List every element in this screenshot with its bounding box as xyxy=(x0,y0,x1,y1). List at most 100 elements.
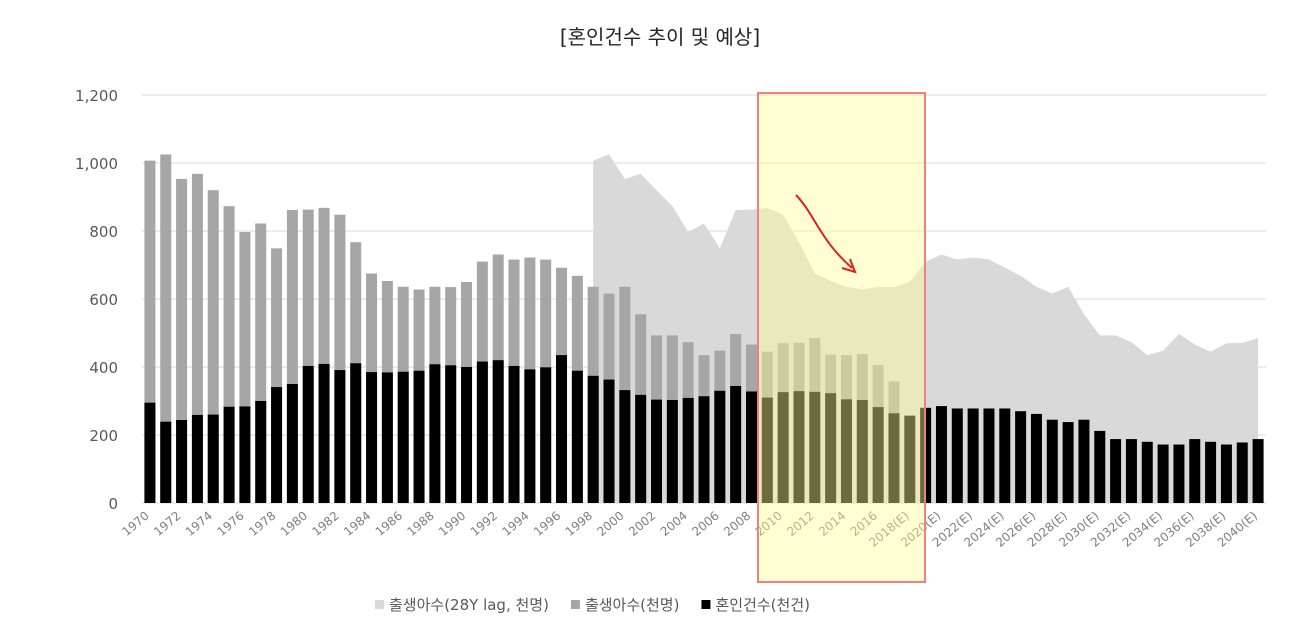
bar xyxy=(461,367,473,503)
bar xyxy=(176,420,188,503)
bar xyxy=(714,390,726,503)
bar xyxy=(571,370,583,503)
y-tick-label: 400 xyxy=(89,359,118,377)
x-tick-label: 2004 xyxy=(658,509,690,539)
bar xyxy=(524,369,536,503)
bar xyxy=(777,392,789,503)
bar xyxy=(1015,411,1027,503)
bar xyxy=(1236,442,1248,503)
bar xyxy=(635,394,647,503)
bar xyxy=(1078,419,1090,503)
bar xyxy=(255,223,267,503)
bar xyxy=(476,361,488,503)
y-tick-label: 0 xyxy=(108,495,118,513)
x-tick-label: 1982 xyxy=(309,509,341,539)
legend-swatch xyxy=(375,600,384,609)
bar xyxy=(144,160,156,503)
bar xyxy=(967,408,979,503)
bar xyxy=(223,206,235,503)
bar xyxy=(1094,430,1106,503)
y-tick-label: 1,000 xyxy=(75,155,118,173)
bar xyxy=(381,372,393,503)
y-tick-label: 1,200 xyxy=(75,87,118,105)
bar xyxy=(334,214,346,503)
chart-title: [혼인건수 추이 및 예상] xyxy=(560,25,760,49)
bar xyxy=(1205,441,1217,503)
bar xyxy=(999,408,1011,503)
bar xyxy=(666,399,678,503)
bar xyxy=(286,384,298,503)
bar xyxy=(856,399,868,503)
bar xyxy=(1157,444,1169,503)
bar xyxy=(1220,444,1232,503)
bar xyxy=(809,391,821,503)
bar xyxy=(144,402,156,503)
bar xyxy=(413,370,425,503)
bar xyxy=(239,406,251,503)
plot xyxy=(144,154,1264,504)
bar xyxy=(1046,419,1058,503)
legend-swatch xyxy=(570,600,580,609)
bar xyxy=(366,372,378,503)
legend-swatch xyxy=(701,600,711,609)
x-tick-label: 2006 xyxy=(689,509,721,539)
bar xyxy=(271,248,283,503)
bar xyxy=(1189,439,1201,503)
x-tick-label: 1972 xyxy=(151,509,183,539)
bar xyxy=(239,232,251,503)
bar xyxy=(888,413,900,503)
x-tick-label: 1992 xyxy=(468,509,500,539)
x-tick-label: 1998 xyxy=(563,509,595,539)
x-tick-label: 1978 xyxy=(246,509,278,539)
bar xyxy=(840,399,852,503)
bar xyxy=(745,391,757,503)
x-tick-label: 2000 xyxy=(594,509,626,539)
bar xyxy=(191,173,203,503)
legend-label: 혼인건수(천건) xyxy=(715,596,810,614)
bar xyxy=(698,396,710,503)
bar xyxy=(318,207,330,503)
bar xyxy=(793,391,805,503)
bar xyxy=(872,407,884,503)
bar xyxy=(825,393,837,503)
bar xyxy=(1173,444,1185,503)
bar xyxy=(619,390,631,503)
y-tick-label: 600 xyxy=(89,291,118,309)
bar xyxy=(951,408,963,503)
x-tick-label: 1984 xyxy=(341,509,373,539)
bar xyxy=(271,387,283,503)
x-tick-label: 1970 xyxy=(119,509,151,539)
bar xyxy=(176,178,188,504)
x-tick-label: 1976 xyxy=(214,509,246,539)
bar xyxy=(1141,441,1153,503)
bar xyxy=(445,365,457,503)
x-tick-label: 1980 xyxy=(278,509,310,539)
bar xyxy=(223,406,235,503)
bar xyxy=(540,367,552,503)
arrow-head xyxy=(841,258,857,274)
x-tick-label: 2008 xyxy=(721,509,753,539)
bar xyxy=(302,365,314,503)
x-tick-label: 1990 xyxy=(436,509,468,539)
bar xyxy=(429,364,441,503)
bar xyxy=(761,397,773,503)
bar xyxy=(397,371,409,503)
bar xyxy=(508,365,520,503)
y-tick-label: 200 xyxy=(89,427,118,445)
bar xyxy=(350,363,362,503)
bar xyxy=(255,401,267,503)
bar xyxy=(935,406,947,503)
bar xyxy=(286,209,298,504)
bar xyxy=(983,408,995,503)
x-tick-label: 1986 xyxy=(373,509,405,539)
bar xyxy=(682,397,694,503)
bar xyxy=(160,154,172,503)
bar xyxy=(603,379,615,503)
annotations xyxy=(757,92,926,583)
bar xyxy=(1252,439,1264,503)
legend: 출생아수(28Y lag, 천명) 출생아수(천명) 혼인건수(천건) xyxy=(375,596,810,614)
arrow xyxy=(795,194,853,269)
bar xyxy=(587,375,599,503)
